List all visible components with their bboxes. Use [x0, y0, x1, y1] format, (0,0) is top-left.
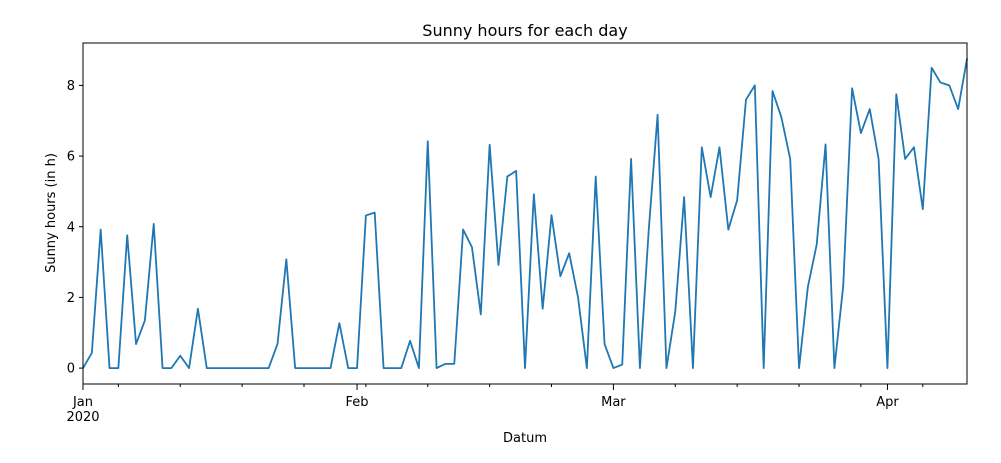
x-tick-label: Feb	[346, 395, 369, 410]
y-tick-label: 4	[67, 220, 75, 235]
y-tick-label: 0	[67, 362, 75, 377]
chart-title: Sunny hours for each day	[422, 21, 627, 40]
plot-area: 0 2 4 6 8 Jan Feb Mar Apr	[67, 42, 968, 410]
series-line-0	[82, 58, 968, 370]
x-year-label: 2020	[66, 410, 99, 425]
x-tick-label: Jan	[72, 395, 93, 410]
y-axis-label: Sunny hours (in h)	[44, 153, 59, 273]
y-tick-label: 8	[67, 79, 75, 94]
y-tick-label: 6	[67, 150, 75, 165]
y-tick-label: 2	[67, 291, 75, 306]
x-tick-label: Apr	[876, 395, 899, 410]
x-tick-label: Mar	[601, 395, 626, 410]
axes-frame	[82, 42, 968, 385]
x-axis-label: Datum	[503, 431, 547, 446]
